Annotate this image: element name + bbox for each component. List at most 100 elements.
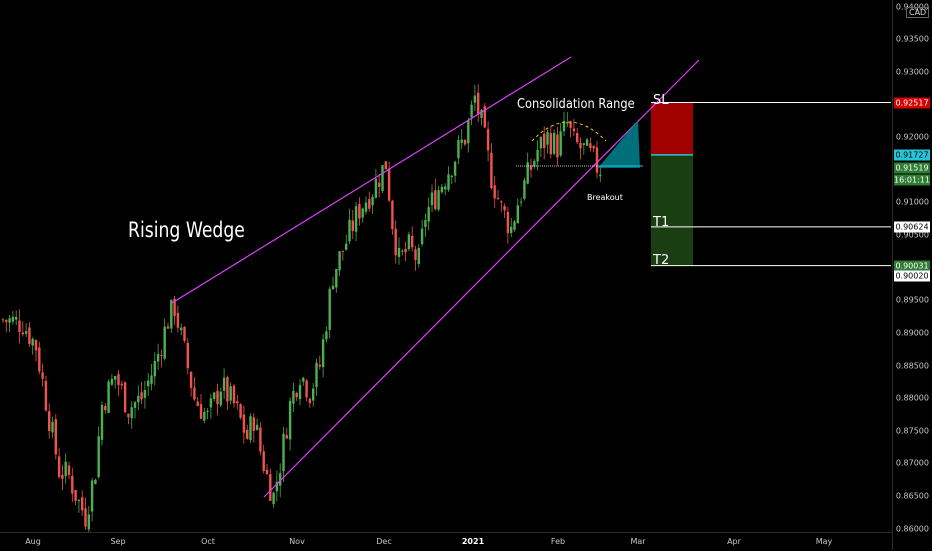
time-axis[interactable]: Aug Sep Oct Nov Dec 2021 Feb Mar Apr May xyxy=(0,532,892,551)
candle-down xyxy=(84,508,87,527)
candle-up xyxy=(371,196,374,206)
time-tick: Nov xyxy=(289,537,305,546)
candle-down xyxy=(572,128,576,132)
candle-down xyxy=(414,249,417,261)
candle-down xyxy=(269,474,272,501)
candle-up xyxy=(163,326,166,359)
candle-up xyxy=(249,416,252,441)
candle-down xyxy=(358,203,361,219)
time-tick: May xyxy=(815,537,833,546)
candle-down xyxy=(41,372,44,379)
price-tick: 0.94000 xyxy=(895,2,929,12)
candle-up xyxy=(354,206,358,232)
time-tick: Feb xyxy=(550,537,566,546)
candle-up xyxy=(147,380,150,387)
candle-down xyxy=(595,147,599,173)
candle-up xyxy=(255,424,259,431)
candle-up xyxy=(64,461,67,477)
candle-up xyxy=(523,180,526,199)
candle-up xyxy=(288,400,292,440)
candle-down xyxy=(117,374,120,385)
candle-down xyxy=(262,451,265,472)
candle-down xyxy=(176,312,180,328)
breakout-label: Breakout xyxy=(587,193,623,202)
candle-down xyxy=(120,383,123,386)
t1-label: T1 xyxy=(653,215,670,230)
candle-up xyxy=(222,377,226,391)
candle-down xyxy=(506,211,510,234)
price-tick: 0.87500 xyxy=(895,426,929,436)
candle-up xyxy=(31,338,34,346)
candle-up xyxy=(315,362,318,388)
candle-up xyxy=(100,404,104,440)
stop-loss-zone xyxy=(651,102,693,155)
candle-down xyxy=(61,474,64,479)
candle-up xyxy=(453,161,457,176)
price-label: 16:01:11 xyxy=(894,174,930,185)
candle-down xyxy=(463,139,467,145)
candle-down xyxy=(242,414,246,433)
price-tick: 0.86500 xyxy=(895,491,929,501)
candle-up xyxy=(51,421,54,433)
candle-down xyxy=(529,165,533,170)
candle-up xyxy=(110,379,114,385)
candle-down xyxy=(477,92,480,115)
time-tick: Sep xyxy=(110,537,126,546)
candle-down xyxy=(434,190,437,210)
candle-up xyxy=(229,386,232,401)
candle-up xyxy=(219,391,222,406)
candle-up xyxy=(510,226,513,233)
candle-up xyxy=(437,190,440,210)
price-label: 0.90624 xyxy=(894,221,930,233)
candle-down xyxy=(28,327,31,345)
candle-down xyxy=(21,332,24,335)
candle-down xyxy=(490,152,493,189)
candle-up xyxy=(470,104,473,118)
candle-down xyxy=(378,182,381,188)
candle-up xyxy=(450,175,453,178)
candle-up xyxy=(444,186,447,190)
candle-up xyxy=(516,205,519,224)
price-chart[interactable] xyxy=(0,0,892,532)
candle-up xyxy=(599,174,602,177)
candle-down xyxy=(391,200,394,230)
candle-down xyxy=(589,143,592,149)
candle-up xyxy=(275,481,279,492)
candle-down xyxy=(351,220,354,232)
candle-up xyxy=(94,479,97,485)
currency-badge: CAD xyxy=(906,7,930,18)
price-label: 0.90031 xyxy=(894,260,930,272)
candle-up xyxy=(150,375,153,384)
candle-up xyxy=(335,269,338,288)
candle-down xyxy=(500,201,503,203)
candle-up xyxy=(8,318,11,323)
candle-up xyxy=(325,331,328,340)
candle-up xyxy=(457,140,460,159)
candle-up xyxy=(364,202,368,212)
candle-down xyxy=(549,133,552,155)
chart-area[interactable]: Rising Wedge Consolidation Range Breakou… xyxy=(0,0,892,532)
price-tick: 0.90500 xyxy=(895,230,929,240)
candle-up xyxy=(312,388,315,401)
consolidation-arc xyxy=(531,121,607,142)
candle-up xyxy=(156,354,160,362)
wedge-lower-line xyxy=(263,59,700,498)
candle-up xyxy=(533,160,536,167)
candle-up xyxy=(331,285,335,290)
candle-down xyxy=(404,248,407,253)
candle-down xyxy=(183,327,186,341)
candle-up xyxy=(302,377,305,382)
price-tick: 0.89500 xyxy=(895,295,929,305)
price-axis[interactable]: 0.940000.935000.930000.925000.920000.915… xyxy=(892,0,932,550)
candle-up xyxy=(559,131,562,156)
candle-up xyxy=(153,361,156,377)
candle-down xyxy=(493,185,496,199)
candle-up xyxy=(473,95,477,103)
candle-up xyxy=(272,492,275,505)
candle-down xyxy=(57,456,61,477)
candle-up xyxy=(582,143,585,145)
rising-wedge-label: Rising Wedge xyxy=(128,218,245,242)
candle-up xyxy=(24,331,28,334)
candle-up xyxy=(539,137,543,149)
candle-down xyxy=(1,319,5,321)
